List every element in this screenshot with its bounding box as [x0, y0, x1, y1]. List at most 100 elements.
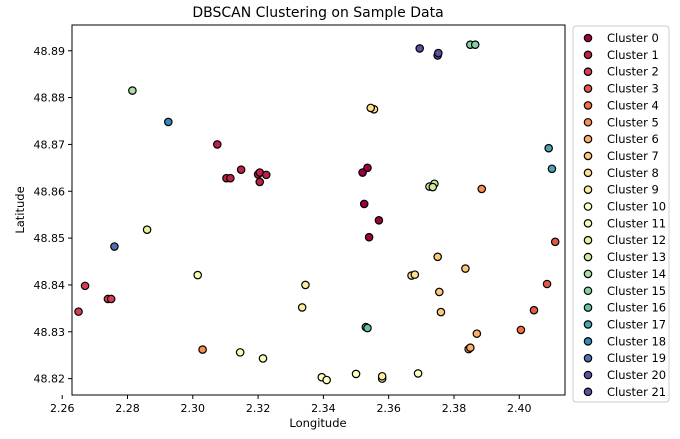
legend-label-cluster-15: Cluster 15: [607, 284, 666, 298]
legend-label-cluster-2: Cluster 2: [607, 65, 659, 79]
cluster-1-point: [261, 170, 271, 180]
y-tick-label: 48.85: [34, 232, 66, 245]
legend-marker-cluster-7: [583, 151, 593, 161]
legend-marker-cluster-9: [583, 185, 593, 194]
cluster-1-point: [255, 177, 265, 187]
cluster-17-point: [547, 164, 557, 174]
cluster-3-point: [550, 237, 560, 247]
legend-marker-cluster-16: [583, 303, 593, 312]
y-tick-label: 48.82: [34, 373, 66, 386]
y-tick-label: 48.87: [34, 138, 66, 151]
cluster-0-point: [363, 163, 372, 173]
legend-label-cluster-12: Cluster 12: [607, 233, 666, 247]
cluster-8-point: [410, 270, 420, 279]
legend-marker-cluster-0: [583, 33, 593, 43]
legend-label-cluster-17: Cluster 17: [607, 317, 666, 331]
cluster-11-point: [193, 270, 202, 280]
x-axis: 2.26 2.28 2.30 2.32 2.34 2.36 2.38 2.40: [50, 395, 532, 415]
legend-marker-cluster-4: [583, 101, 593, 110]
y-axis-label: Latitude: [13, 186, 27, 233]
legend-label-cluster-19: Cluster 19: [607, 351, 666, 365]
cluster-10-point: [413, 369, 423, 378]
cluster-0-point: [359, 199, 369, 209]
cluster-7-point: [433, 252, 442, 262]
legend-marker-cluster-5: [583, 117, 593, 127]
y-tick-label: 48.83: [34, 326, 66, 339]
legend-marker-cluster-6: [583, 134, 593, 144]
legend-label-cluster-16: Cluster 16: [607, 301, 666, 315]
legend-label-cluster-5: Cluster 5: [607, 115, 659, 129]
legend-marker-cluster-13: [583, 252, 593, 262]
cluster-11-point: [258, 354, 268, 363]
legend-label-cluster-6: Cluster 6: [607, 132, 659, 146]
cluster-18-point: [164, 117, 173, 127]
cluster-20-point: [434, 48, 443, 58]
legend-marker-cluster-17: [583, 320, 593, 329]
y-tick-label: 48.89: [34, 45, 66, 58]
cluster-16-point: [363, 323, 372, 333]
cluster-2-point: [80, 281, 90, 291]
cluster-5-point: [198, 345, 207, 354]
cluster-21-point: [415, 44, 425, 53]
cluster-19-point: [110, 242, 119, 251]
legend-label-cluster-14: Cluster 14: [607, 267, 666, 281]
cluster-1-point: [212, 140, 222, 149]
cluster-9-point: [377, 371, 387, 381]
x-tick-label: 2.26: [50, 402, 75, 415]
cluster-12-point: [142, 225, 152, 234]
x-tick-label: 2.30: [181, 402, 206, 415]
legend-label-cluster-4: Cluster 4: [607, 98, 659, 112]
legend-marker-cluster-14: [583, 269, 593, 279]
cluster-1-point: [236, 165, 246, 175]
x-tick-label: 2.32: [246, 402, 271, 415]
legend-marker-cluster-10: [583, 202, 593, 211]
cluster-10-point: [322, 375, 331, 385]
legend: Cluster 0 Cluster 1 Cluster 2 Cluster 3 Clus…: [572, 25, 670, 403]
cluster-13-point: [428, 182, 438, 192]
cluster-9-point: [297, 303, 307, 312]
cluster-0-point: [364, 232, 374, 242]
legend-marker-cluster-1: [583, 50, 593, 60]
legend-label-cluster-3: Cluster 3: [607, 82, 659, 96]
cluster-10-point: [351, 369, 361, 379]
cluster-5-point: [477, 184, 487, 194]
cluster-14-point: [128, 86, 137, 95]
legend-label-cluster-20: Cluster 20: [607, 368, 666, 382]
x-axis-label: Longitude: [289, 416, 346, 430]
cluster-3-point: [542, 279, 552, 289]
y-tick-label: 48.84: [34, 279, 66, 292]
legend-label-cluster-21: Cluster 21: [607, 385, 666, 399]
legend-marker-cluster-11: [583, 219, 593, 228]
legend-marker-cluster-20: [583, 370, 593, 380]
legend-label-cluster-10: Cluster 10: [607, 200, 666, 214]
cluster-3-point: [529, 305, 539, 315]
cluster-2-point: [74, 307, 83, 316]
cluster-0-point: [374, 216, 384, 225]
cluster-17-point: [544, 143, 553, 153]
legend-label-cluster-13: Cluster 13: [607, 250, 666, 264]
cluster-6-point: [466, 343, 475, 352]
plot-points: [74, 40, 560, 385]
x-tick-label: 2.40: [507, 402, 532, 415]
legend-label-cluster-9: Cluster 9: [607, 183, 659, 197]
cluster-9-point: [301, 280, 310, 290]
legend-frame: [572, 25, 670, 403]
legend-marker-cluster-2: [583, 67, 593, 77]
cluster-6-point: [472, 329, 482, 338]
y-axis: 48.82 48.83 48.84 48.85 48.86 48.87 48.88 48.89: [34, 45, 72, 386]
y-tick-label: 48.88: [34, 92, 66, 105]
legend-label-cluster-7: Cluster 7: [607, 149, 659, 163]
cluster-1-point: [226, 173, 235, 183]
y-tick-label: 48.86: [34, 185, 66, 198]
chart-title: DBSCAN Clustering on Sample Data: [192, 5, 443, 21]
legend-label-cluster-0: Cluster 0: [607, 31, 659, 45]
plot-frame: [71, 24, 566, 396]
legend-label-cluster-11: Cluster 11: [607, 216, 666, 230]
legend-marker-cluster-12: [583, 235, 593, 245]
cluster-2-point: [106, 294, 116, 304]
legend-label-cluster-8: Cluster 8: [607, 166, 659, 180]
cluster-4-point: [516, 325, 526, 335]
cluster-8-point: [366, 103, 376, 113]
legend-marker-cluster-21: [583, 387, 593, 397]
